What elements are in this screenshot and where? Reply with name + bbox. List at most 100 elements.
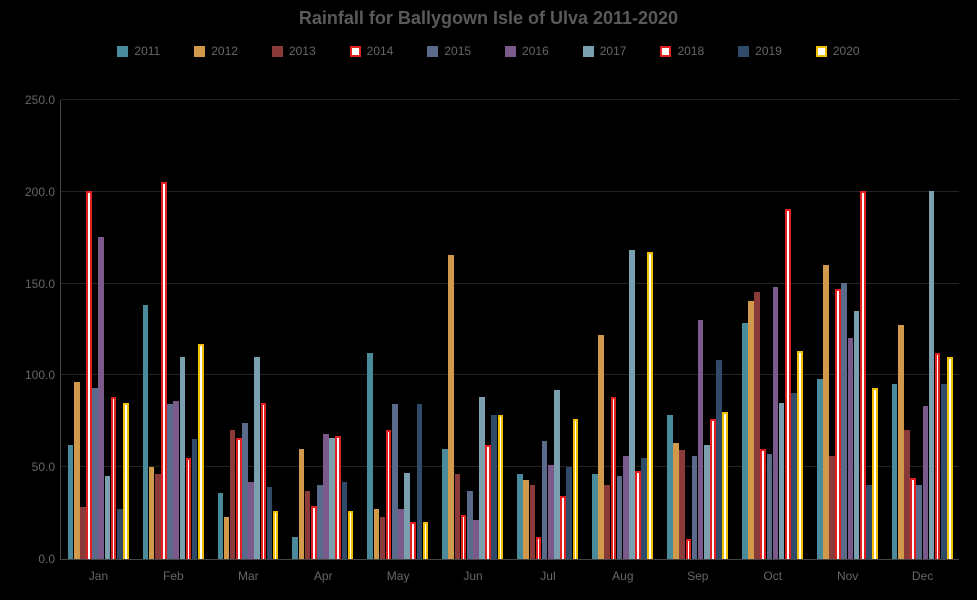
bar bbox=[335, 436, 341, 559]
bar bbox=[323, 434, 329, 559]
bar bbox=[892, 384, 898, 559]
bar-group: Feb bbox=[136, 100, 211, 559]
legend-label: 2012 bbox=[211, 44, 238, 58]
legend-item: 2011 bbox=[117, 44, 160, 58]
bar bbox=[935, 353, 941, 559]
bar-group: Sep bbox=[660, 100, 735, 559]
y-axis-label: 0.0 bbox=[19, 552, 55, 566]
x-axis-label: Jul bbox=[540, 569, 555, 583]
bar bbox=[779, 403, 785, 559]
bar bbox=[473, 520, 479, 559]
bar bbox=[261, 403, 267, 559]
bar bbox=[305, 491, 311, 559]
bar bbox=[592, 474, 598, 559]
bar bbox=[461, 515, 467, 559]
bar bbox=[929, 191, 935, 559]
legend-item: 2019 bbox=[738, 44, 782, 58]
x-axis-label: Apr bbox=[314, 569, 333, 583]
x-axis-label: Mar bbox=[238, 569, 259, 583]
bar bbox=[898, 325, 904, 559]
legend: 2011201220132014201520162017201820192020 bbox=[0, 44, 977, 58]
bar bbox=[167, 404, 173, 559]
bar bbox=[410, 522, 416, 559]
bar bbox=[186, 458, 192, 559]
bar bbox=[479, 397, 485, 559]
bar bbox=[872, 388, 878, 559]
bar bbox=[923, 406, 929, 559]
y-axis-label: 150.0 bbox=[19, 277, 55, 291]
legend-item: 2017 bbox=[583, 44, 627, 58]
bar bbox=[329, 438, 335, 559]
bar bbox=[941, 384, 947, 559]
legend-swatch bbox=[816, 46, 827, 57]
bar bbox=[704, 445, 710, 559]
bar bbox=[910, 478, 916, 559]
bar bbox=[342, 482, 348, 559]
chart-container: Rainfall for Ballygown Isle of Ulva 2011… bbox=[0, 0, 977, 600]
bar bbox=[617, 476, 623, 559]
bar bbox=[523, 480, 529, 559]
bar bbox=[123, 403, 129, 559]
bar-group: Jan bbox=[61, 100, 136, 559]
bar bbox=[641, 458, 647, 559]
bar bbox=[143, 305, 149, 559]
bar bbox=[667, 415, 673, 559]
bar bbox=[716, 360, 722, 559]
legend-item: 2013 bbox=[272, 44, 316, 58]
bar bbox=[404, 473, 410, 559]
x-axis-label: Jan bbox=[89, 569, 108, 583]
bar bbox=[105, 476, 111, 559]
x-axis-label: Dec bbox=[912, 569, 933, 583]
bar bbox=[374, 509, 380, 559]
bar bbox=[448, 255, 454, 559]
bar bbox=[386, 430, 392, 559]
legend-item: 2014 bbox=[350, 44, 394, 58]
bar bbox=[598, 335, 604, 559]
bar bbox=[417, 404, 423, 559]
y-axis-label: 50.0 bbox=[19, 460, 55, 474]
bar bbox=[829, 456, 835, 559]
y-axis-label: 200.0 bbox=[19, 185, 55, 199]
bar bbox=[74, 382, 80, 559]
legend-label: 2020 bbox=[833, 44, 860, 58]
bar bbox=[904, 430, 910, 559]
legend-label: 2019 bbox=[755, 44, 782, 58]
bar bbox=[673, 443, 679, 559]
bar bbox=[692, 456, 698, 559]
bar bbox=[573, 419, 579, 559]
legend-label: 2016 bbox=[522, 44, 549, 58]
bar bbox=[498, 415, 504, 559]
bar bbox=[398, 509, 404, 559]
bar bbox=[554, 390, 560, 559]
bar bbox=[155, 474, 161, 559]
bar bbox=[686, 539, 692, 559]
bar bbox=[348, 511, 354, 559]
bar bbox=[92, 388, 98, 559]
y-axis-label: 250.0 bbox=[19, 93, 55, 107]
x-axis-label: Nov bbox=[837, 569, 858, 583]
legend-label: 2013 bbox=[289, 44, 316, 58]
legend-label: 2015 bbox=[444, 44, 471, 58]
bar-group: Oct bbox=[735, 100, 810, 559]
bar bbox=[823, 265, 829, 559]
x-axis-label: Sep bbox=[687, 569, 708, 583]
bar bbox=[98, 237, 104, 559]
bar bbox=[230, 430, 236, 559]
bar bbox=[80, 507, 86, 559]
bar bbox=[623, 456, 629, 559]
bar bbox=[722, 412, 728, 559]
bar bbox=[485, 445, 491, 559]
x-axis-label: Jun bbox=[463, 569, 482, 583]
bar bbox=[860, 191, 866, 559]
bar bbox=[817, 379, 823, 559]
bar bbox=[866, 485, 872, 559]
legend-item: 2012 bbox=[194, 44, 238, 58]
plot-area: 0.050.0100.0150.0200.0250.0JanFebMarAprM… bbox=[60, 100, 959, 560]
bar bbox=[317, 485, 323, 559]
bar bbox=[392, 404, 398, 559]
bar bbox=[566, 467, 572, 559]
bar bbox=[68, 445, 74, 559]
bar bbox=[149, 467, 155, 559]
bar bbox=[854, 311, 860, 559]
bar-group: May bbox=[361, 100, 436, 559]
